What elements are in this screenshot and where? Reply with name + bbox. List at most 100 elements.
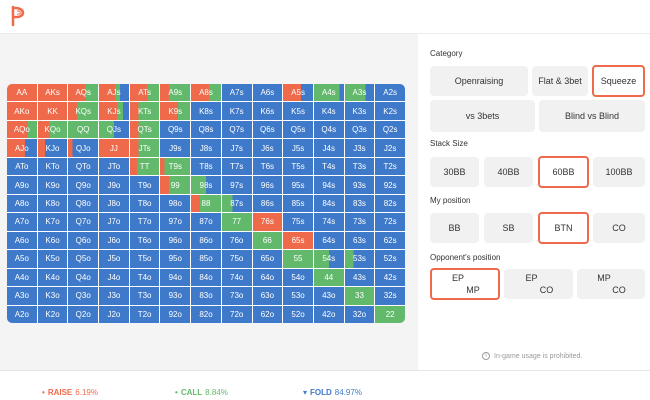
position-bb-button[interactable]: BB bbox=[430, 213, 479, 243]
hand-cell-t8s[interactable]: T8s bbox=[191, 157, 221, 176]
hand-cell-a2o[interactable]: A2o bbox=[7, 305, 37, 323]
hand-cell-q4o[interactable]: Q4o bbox=[68, 268, 99, 287]
hand-cell-j9o[interactable]: J9o bbox=[99, 176, 129, 194]
hand-cell-98s[interactable]: 98s bbox=[191, 176, 221, 194]
hand-cell-88[interactable]: 88 bbox=[191, 194, 221, 213]
hand-cell-63s[interactable]: 63s bbox=[344, 231, 375, 250]
hand-cell-93s[interactable]: 93s bbox=[344, 176, 375, 194]
hand-cell-aa[interactable]: AA bbox=[7, 84, 37, 102]
hand-cell-73o[interactable]: 73o bbox=[221, 287, 252, 305]
opponent-ep-co-button[interactable]: EP CO bbox=[504, 269, 573, 299]
hand-cell-qjs[interactable]: QJs bbox=[99, 120, 129, 139]
hand-cell-65o[interactable]: 65o bbox=[252, 250, 283, 268]
hand-cell-84o[interactable]: 84o bbox=[191, 268, 221, 287]
hand-cell-j3s[interactable]: J3s bbox=[344, 139, 375, 157]
hand-cell-92s[interactable]: 92s bbox=[375, 176, 405, 194]
hand-cell-aqs[interactable]: AQs bbox=[68, 84, 99, 102]
hand-cell-77[interactable]: 77 bbox=[221, 213, 252, 231]
hand-cell-ajo[interactable]: AJo bbox=[7, 139, 37, 157]
hand-cell-94o[interactable]: 94o bbox=[160, 268, 191, 287]
hand-cell-k7o[interactable]: K7o bbox=[37, 213, 68, 231]
hand-cell-k7s[interactable]: K7s bbox=[221, 102, 252, 120]
hand-cell-22[interactable]: 22 bbox=[375, 305, 405, 323]
hand-cell-95o[interactable]: 95o bbox=[160, 250, 191, 268]
hand-cell-98o[interactable]: 98o bbox=[160, 194, 191, 213]
hand-cell-jto[interactable]: JTo bbox=[99, 157, 129, 176]
hand-cell-q9s[interactable]: Q9s bbox=[160, 120, 191, 139]
hand-cell-kts[interactable]: KTs bbox=[129, 102, 160, 120]
hand-cell-a6s[interactable]: A6s bbox=[252, 84, 283, 102]
hand-cell-43s[interactable]: 43s bbox=[344, 268, 375, 287]
hand-cell-k2o[interactable]: K2o bbox=[37, 305, 68, 323]
category-vs-3bets-button[interactable]: vs 3bets bbox=[430, 100, 535, 132]
hand-cell-84s[interactable]: 84s bbox=[313, 194, 344, 213]
hand-cell-q4s[interactable]: Q4s bbox=[313, 120, 344, 139]
hand-cell-t6s[interactable]: T6s bbox=[252, 157, 283, 176]
hand-cell-j8o[interactable]: J8o bbox=[99, 194, 129, 213]
hand-cell-a3o[interactable]: A3o bbox=[7, 287, 37, 305]
category-openraising-button[interactable]: Openraising bbox=[430, 66, 528, 96]
hand-cell-j7o[interactable]: J7o bbox=[99, 213, 129, 231]
hand-cell-t7o[interactable]: T7o bbox=[129, 213, 160, 231]
opponent-ep-mp-button[interactable]: EP MP bbox=[430, 268, 500, 300]
hand-cell-k3o[interactable]: K3o bbox=[37, 287, 68, 305]
hand-cell-aqo[interactable]: AQo bbox=[7, 120, 37, 139]
hand-cell-q8o[interactable]: Q8o bbox=[68, 194, 99, 213]
hand-cell-j5s[interactable]: J5s bbox=[283, 139, 313, 157]
hand-cell-85s[interactable]: 85s bbox=[283, 194, 313, 213]
hand-cell-54o[interactable]: 54o bbox=[283, 268, 313, 287]
category-blind-vs-blind-button[interactable]: Blind vs Blind bbox=[539, 100, 645, 132]
hand-cell-76o[interactable]: 76o bbox=[221, 231, 252, 250]
hand-cell-72s[interactable]: 72s bbox=[375, 213, 405, 231]
hand-cell-63o[interactable]: 63o bbox=[252, 287, 283, 305]
hand-cell-t4s[interactable]: T4s bbox=[313, 157, 344, 176]
hand-cell-q7s[interactable]: Q7s bbox=[221, 120, 252, 139]
hand-cell-a6o[interactable]: A6o bbox=[7, 231, 37, 250]
hand-cell-q8s[interactable]: Q8s bbox=[191, 120, 221, 139]
hand-cell-q5o[interactable]: Q5o bbox=[68, 250, 99, 268]
hand-cell-j5o[interactable]: J5o bbox=[99, 250, 129, 268]
hand-cell-52o[interactable]: 52o bbox=[283, 305, 313, 323]
hand-cell-52s[interactable]: 52s bbox=[375, 250, 405, 268]
hand-cell-43o[interactable]: 43o bbox=[313, 287, 344, 305]
hand-cell-t5o[interactable]: T5o bbox=[129, 250, 160, 268]
hand-cell-42o[interactable]: 42o bbox=[313, 305, 344, 323]
hand-cell-a9s[interactable]: A9s bbox=[160, 84, 191, 102]
hand-cell-a9o[interactable]: A9o bbox=[7, 176, 37, 194]
hand-cell-t7s[interactable]: T7s bbox=[221, 157, 252, 176]
hand-cell-qts[interactable]: QTs bbox=[129, 120, 160, 139]
hand-cell-t8o[interactable]: T8o bbox=[129, 194, 160, 213]
hand-cell-j9s[interactable]: J9s bbox=[160, 139, 191, 157]
position-co-button[interactable]: CO bbox=[593, 213, 645, 243]
hand-cell-j4s[interactable]: J4s bbox=[313, 139, 344, 157]
hand-cell-k6s[interactable]: K6s bbox=[252, 102, 283, 120]
hand-cell-a8o[interactable]: A8o bbox=[7, 194, 37, 213]
hand-cell-ajs[interactable]: AJs bbox=[99, 84, 129, 102]
hand-cell-62o[interactable]: 62o bbox=[252, 305, 283, 323]
hand-cell-65s[interactable]: 65s bbox=[283, 231, 313, 250]
hand-cell-aks[interactable]: AKs bbox=[37, 84, 68, 102]
hand-cell-j4o[interactable]: J4o bbox=[99, 268, 129, 287]
hand-cell-jts[interactable]: JTs bbox=[129, 139, 160, 157]
hand-cell-64s[interactable]: 64s bbox=[313, 231, 344, 250]
hand-cell-kto[interactable]: KTo bbox=[37, 157, 68, 176]
hand-cell-kjs[interactable]: KJs bbox=[99, 102, 129, 120]
hand-cell-ats[interactable]: ATs bbox=[129, 84, 160, 102]
hand-cell-72o[interactable]: 72o bbox=[221, 305, 252, 323]
hand-cell-53s[interactable]: 53s bbox=[344, 250, 375, 268]
hand-cell-94s[interactable]: 94s bbox=[313, 176, 344, 194]
hand-cell-53o[interactable]: 53o bbox=[283, 287, 313, 305]
hand-cell-k4s[interactable]: K4s bbox=[313, 102, 344, 120]
stack-40bb-button[interactable]: 40BB bbox=[484, 157, 533, 187]
hand-cell-87o[interactable]: 87o bbox=[191, 213, 221, 231]
hand-cell-64o[interactable]: 64o bbox=[252, 268, 283, 287]
hand-cell-74o[interactable]: 74o bbox=[221, 268, 252, 287]
hand-cell-j7s[interactable]: J7s bbox=[221, 139, 252, 157]
hand-cell-j3o[interactable]: J3o bbox=[99, 287, 129, 305]
hand-cell-a8s[interactable]: A8s bbox=[191, 84, 221, 102]
logo-icon[interactable] bbox=[10, 5, 26, 27]
hand-cell-kjo[interactable]: KJo bbox=[37, 139, 68, 157]
hand-cell-k4o[interactable]: K4o bbox=[37, 268, 68, 287]
hand-cell-a4o[interactable]: A4o bbox=[7, 268, 37, 287]
hand-cell-96o[interactable]: 96o bbox=[160, 231, 191, 250]
